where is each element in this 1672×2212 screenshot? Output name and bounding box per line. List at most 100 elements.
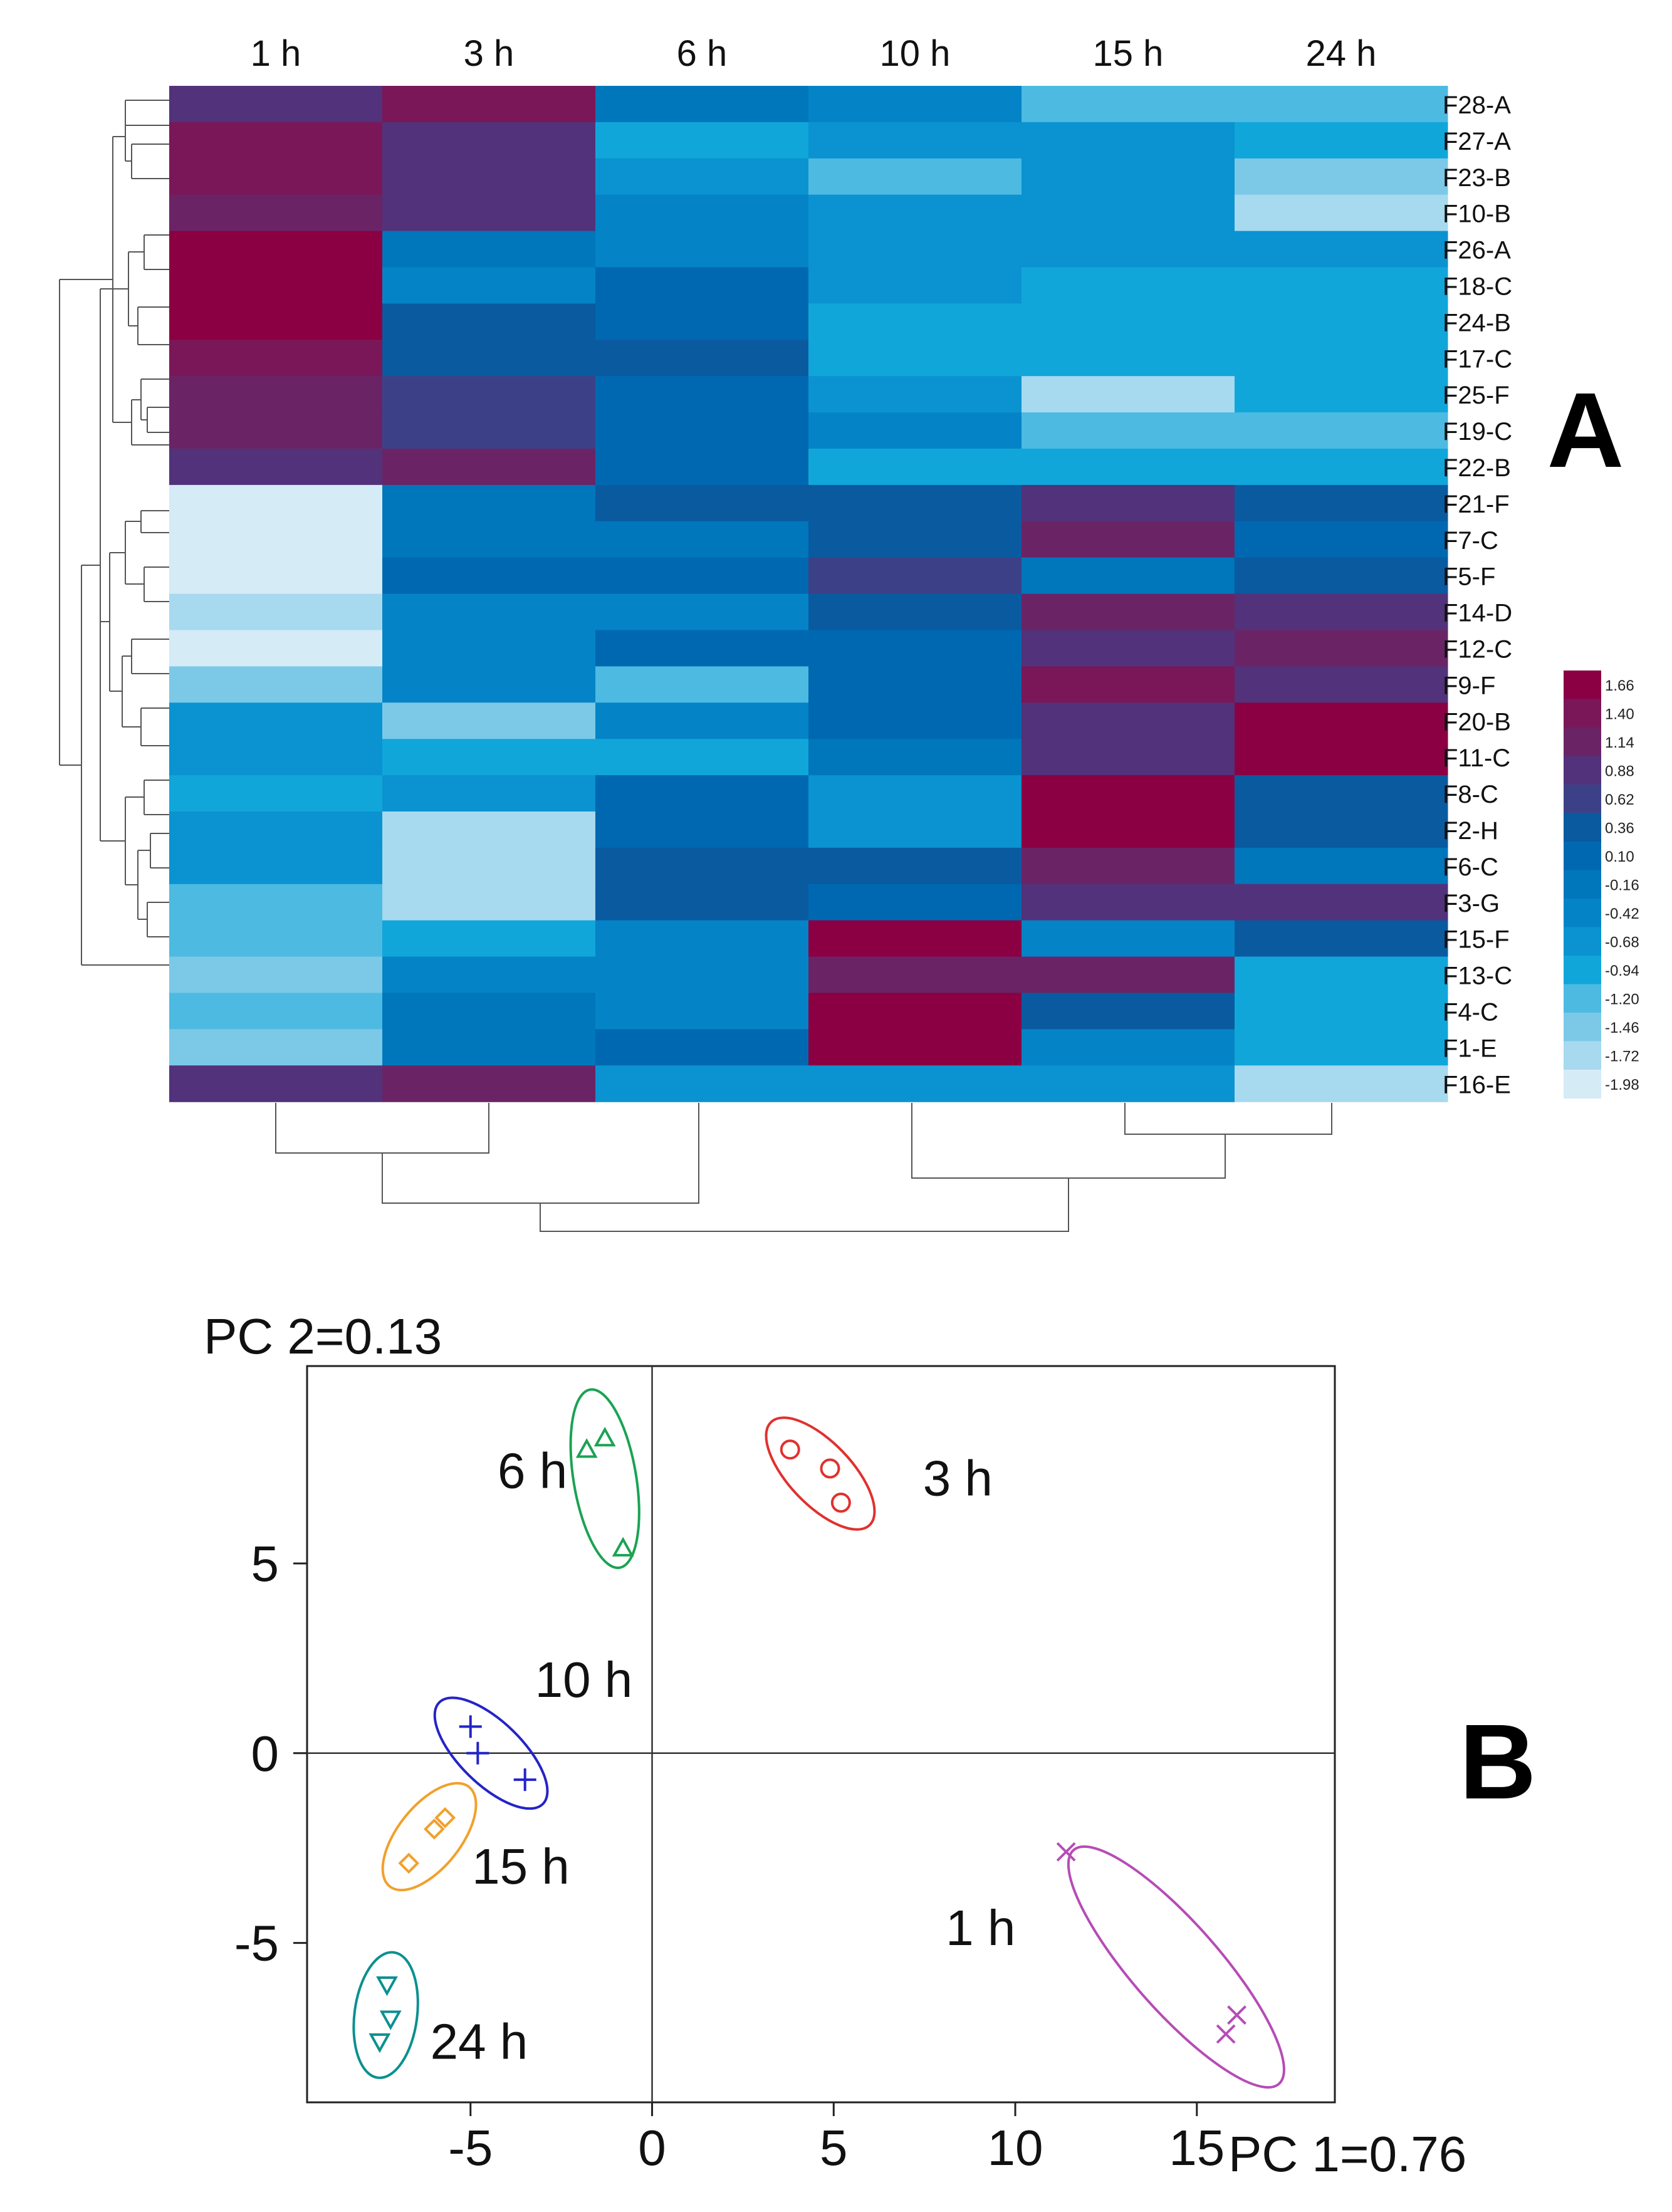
heatmap-cell xyxy=(808,847,1022,885)
heatmap-column-label: 10 h xyxy=(880,33,951,74)
colorbar-tick-label: -1.46 xyxy=(1605,1020,1639,1036)
column-dendrogram xyxy=(275,1103,1332,1232)
heatmap-cell xyxy=(169,630,383,667)
colorbar-tick-label: 1.66 xyxy=(1605,677,1634,694)
colorbar-tick-label: -1.98 xyxy=(1605,1077,1639,1093)
heatmap-cell xyxy=(808,666,1022,703)
heatmap-cell xyxy=(1235,340,1448,377)
heatmap-cell xyxy=(595,340,809,377)
pca-ylabel: PC 2=0.13 xyxy=(204,1308,442,1364)
heatmap-cell xyxy=(382,920,596,957)
heatmap-cell xyxy=(808,557,1022,595)
heatmap-row-label: F27-A xyxy=(1443,128,1511,155)
heatmap-cell xyxy=(808,630,1022,667)
heatmap-row-label: F16-E xyxy=(1443,1071,1511,1098)
colorbar-tick-label: 0.88 xyxy=(1605,763,1634,780)
heatmap-cell xyxy=(1021,593,1235,631)
colorbar-swatch xyxy=(1564,756,1601,785)
heatmap-cell xyxy=(1235,847,1448,885)
heatmap-cell xyxy=(382,376,596,413)
heatmap-row-label: F13-C xyxy=(1443,963,1512,990)
heatmap-cell xyxy=(1021,630,1235,667)
heatmap-cell xyxy=(382,739,596,776)
heatmap-cell xyxy=(382,811,596,848)
heatmap-cell xyxy=(1021,847,1235,885)
colorbar-tick-label: -1.72 xyxy=(1605,1048,1639,1065)
pca-point xyxy=(820,1458,840,1479)
heatmap-cell xyxy=(1021,376,1235,413)
pca-x-tick-label: -5 xyxy=(448,2120,493,2176)
heatmap-cell xyxy=(1021,194,1235,232)
heatmap-cell xyxy=(1021,557,1235,595)
heatmap-cell xyxy=(1021,1029,1235,1066)
colorbar-swatch xyxy=(1564,1041,1601,1070)
heatmap-cell xyxy=(382,1065,596,1102)
colorbar-tick-label: -0.42 xyxy=(1605,905,1639,922)
heatmap-cell xyxy=(382,1029,596,1066)
pca-cluster-ellipses xyxy=(352,1388,1285,2089)
colorbar-tick-label: -1.20 xyxy=(1605,991,1639,1008)
pca-cluster-label: 1 h xyxy=(946,1900,1015,1956)
pca-cluster-label: 3 h xyxy=(923,1451,993,1506)
heatmap-cell xyxy=(1021,811,1235,848)
heatmap-row-label: F1-E xyxy=(1443,1035,1497,1062)
heatmap-column-labels: 1 h 3 h 6 h 10 h 15 h 24 h xyxy=(251,33,1377,74)
heatmap-cell xyxy=(595,739,809,776)
heatmap-cell xyxy=(595,847,809,885)
heatmap-cell xyxy=(382,702,596,739)
heatmap-cell xyxy=(1021,303,1235,340)
heatmap-cell xyxy=(1235,920,1448,957)
heatmap-cell xyxy=(808,956,1022,994)
heatmap-cell xyxy=(169,86,383,123)
heatmap-cell xyxy=(1021,231,1235,268)
heatmap-cell xyxy=(595,194,809,232)
pca-cluster-ellipse xyxy=(433,1696,549,1810)
heatmap-cell xyxy=(1021,993,1235,1030)
heatmap-row-label: F25-F xyxy=(1443,382,1510,409)
heatmap-cell xyxy=(169,993,383,1030)
pca-point xyxy=(459,1715,482,1738)
heatmap-cell xyxy=(595,303,809,340)
heatmap-cell xyxy=(1021,449,1235,486)
heatmap-cell xyxy=(1021,158,1235,196)
pca-point xyxy=(379,2010,402,2030)
colorbar-swatch xyxy=(1564,813,1601,842)
heatmap-row-label: F22-B xyxy=(1443,454,1511,482)
heatmap-column-label: 1 h xyxy=(251,33,301,74)
heatmap-cell xyxy=(595,920,809,957)
pca-cluster-labels: 1 h 3 h 6 h 10 h 15 h 24 h xyxy=(431,1443,1016,2070)
heatmap-cell xyxy=(808,775,1022,812)
pca-point xyxy=(423,1818,445,1840)
heatmap-row-label: F28-A xyxy=(1443,91,1511,119)
heatmap-cell xyxy=(808,267,1022,304)
heatmap-cell xyxy=(169,412,383,449)
colorbar-swatch xyxy=(1564,984,1601,1013)
heatmap-row-label: F14-D xyxy=(1443,600,1512,627)
heatmap-cell xyxy=(169,194,383,232)
pca-point xyxy=(575,1438,598,1458)
heatmap-cell xyxy=(1235,702,1448,739)
colorbar-swatch xyxy=(1564,1013,1601,1042)
colorbar: 1.66 1.40 1.14 0.88 0.62 0.36 0.10 -0.16 -0.42 -0… xyxy=(1564,670,1639,1099)
colorbar-swatch xyxy=(1564,785,1601,814)
heatmap-cell xyxy=(1235,521,1448,558)
heatmap-cell xyxy=(169,231,383,268)
heatmap-cell xyxy=(169,484,383,522)
heatmap-cell xyxy=(169,158,383,196)
pca-points xyxy=(368,1426,1246,2053)
colorbar-tick-label: 1.14 xyxy=(1605,734,1634,751)
heatmap-cell xyxy=(808,993,1022,1030)
heatmap-cell xyxy=(595,702,809,739)
heatmap-cell xyxy=(595,666,809,703)
pca-x-tick-label: 15 xyxy=(1169,2120,1225,2176)
heatmap-cell xyxy=(808,1029,1022,1066)
heatmap-cell xyxy=(169,521,383,558)
heatmap-cell xyxy=(1021,521,1235,558)
heatmap-cell xyxy=(1021,1065,1235,1102)
heatmap-column-label: 15 h xyxy=(1093,33,1164,74)
pca-point xyxy=(398,1852,420,1874)
heatmap-cell xyxy=(595,412,809,449)
heatmap-cell xyxy=(1235,194,1448,232)
heatmap-cell xyxy=(169,847,383,885)
